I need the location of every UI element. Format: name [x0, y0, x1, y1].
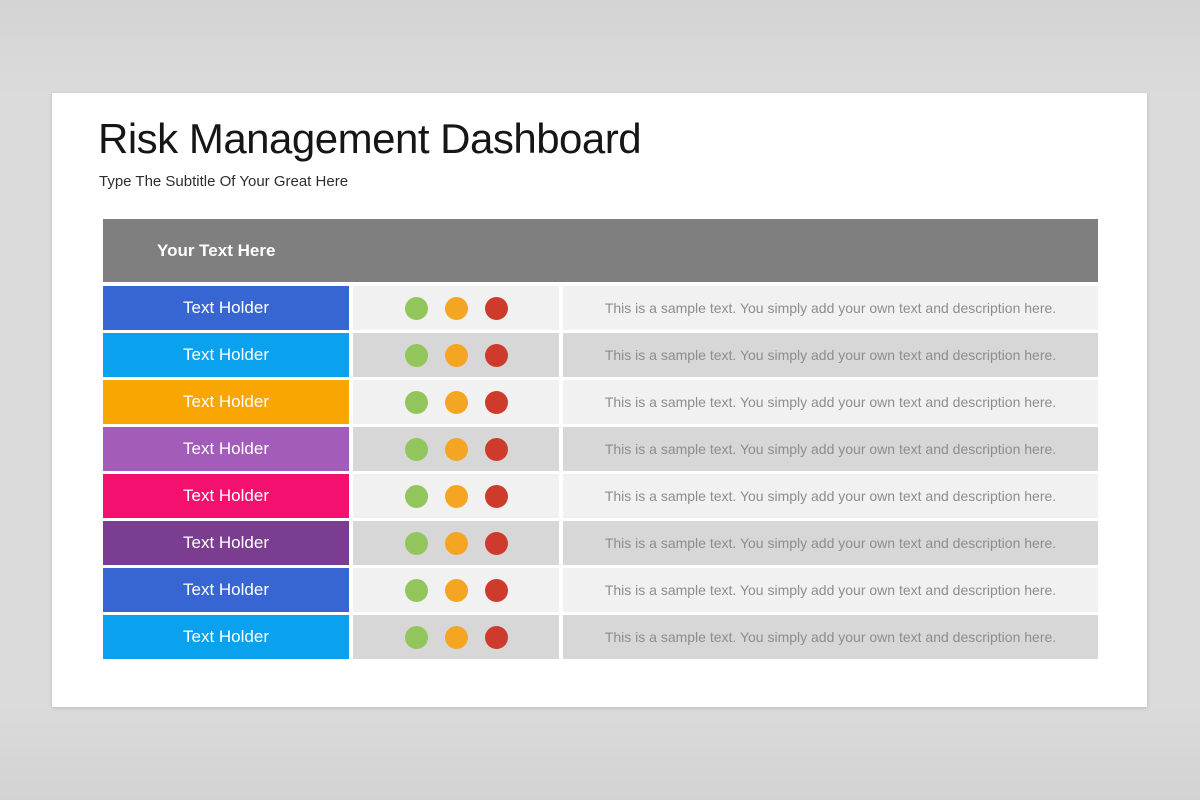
row-description-cell: This is a sample text. You simply add yo… [563, 333, 1098, 377]
status-dot-red [484, 390, 508, 414]
status-dots-cell [353, 380, 559, 424]
status-dot-red [484, 343, 508, 367]
status-dot-amber [444, 625, 468, 649]
status-dot-green [404, 437, 428, 461]
row-description-cell: This is a sample text. You simply add yo… [563, 380, 1098, 424]
status-dot-amber [444, 437, 468, 461]
text-holder-button[interactable]: Text Holder [103, 474, 349, 518]
row-description-cell: This is a sample text. You simply add yo… [563, 615, 1098, 659]
table-rows: Text Holder This is a sample text. You s… [103, 286, 1098, 659]
status-dot-amber [444, 578, 468, 602]
row-description-cell: This is a sample text. You simply add yo… [563, 427, 1098, 471]
row-description-cell: This is a sample text. You simply add yo… [563, 474, 1098, 518]
page-title: Risk Management Dashboard [98, 115, 642, 162]
status-dot-amber [444, 390, 468, 414]
row-description-text: This is a sample text. You simply add yo… [604, 347, 1057, 363]
row-description-text: This is a sample text. You simply add yo… [604, 582, 1057, 598]
status-dots-cell [353, 427, 559, 471]
status-dot-red [484, 437, 508, 461]
table-row: Text Holder This is a sample text. You s… [103, 286, 1098, 330]
status-dot-green [404, 484, 428, 508]
status-dots-cell [353, 568, 559, 612]
text-holder-button-label: Text Holder [183, 486, 269, 505]
table-row: Text Holder This is a sample text. You s… [103, 474, 1098, 518]
text-holder-button-label: Text Holder [183, 533, 269, 552]
text-holder-button[interactable]: Text Holder [103, 333, 349, 377]
text-holder-button[interactable]: Text Holder [103, 568, 349, 612]
text-holder-button-label: Text Holder [183, 627, 269, 646]
text-holder-button[interactable]: Text Holder [103, 286, 349, 330]
text-holder-button-label: Text Holder [183, 298, 269, 317]
status-dots-cell [353, 474, 559, 518]
row-description-text: This is a sample text. You simply add yo… [604, 441, 1057, 457]
table-row: Text Holder This is a sample text. You s… [103, 568, 1098, 612]
status-dot-red [484, 531, 508, 555]
text-holder-button[interactable]: Text Holder [103, 380, 349, 424]
risk-table: Your Text Here Text Holder This is a sam… [103, 219, 1098, 659]
status-dot-red [484, 625, 508, 649]
status-dots-cell [353, 521, 559, 565]
row-description-text: This is a sample text. You simply add yo… [604, 300, 1057, 316]
page-subtitle: Type The Subtitle Of Your Great Here [99, 173, 349, 190]
status-dot-amber [444, 343, 468, 367]
text-holder-button[interactable]: Text Holder [103, 615, 349, 659]
text-holder-button-label: Text Holder [183, 580, 269, 599]
text-holder-button[interactable]: Text Holder [103, 521, 349, 565]
status-dot-amber [444, 484, 468, 508]
status-dot-green [404, 531, 428, 555]
table-row: Text Holder This is a sample text. You s… [103, 521, 1098, 565]
table-row: Text Holder This is a sample text. You s… [103, 615, 1098, 659]
row-description-text: This is a sample text. You simply add yo… [604, 535, 1057, 551]
row-description-cell: This is a sample text. You simply add yo… [563, 568, 1098, 612]
status-dot-amber [444, 296, 468, 320]
slide-card: Risk Management Dashboard Type The Subti… [52, 93, 1147, 707]
status-dot-green [404, 296, 428, 320]
text-holder-button[interactable]: Text Holder [103, 427, 349, 471]
table-row: Text Holder This is a sample text. You s… [103, 380, 1098, 424]
table-header-bar: Your Text Here [103, 219, 1098, 282]
row-description-cell: This is a sample text. You simply add yo… [563, 521, 1098, 565]
status-dot-green [404, 390, 428, 414]
table-row: Text Holder This is a sample text. You s… [103, 427, 1098, 471]
row-description-text: This is a sample text. You simply add yo… [604, 629, 1057, 645]
text-holder-button-label: Text Holder [183, 345, 269, 364]
status-dots-cell [353, 333, 559, 377]
table-header-label: Your Text Here [157, 240, 276, 260]
status-dot-green [404, 625, 428, 649]
status-dot-red [484, 578, 508, 602]
status-dots-cell [353, 286, 559, 330]
text-holder-button-label: Text Holder [183, 392, 269, 411]
table-row: Text Holder This is a sample text. You s… [103, 333, 1098, 377]
status-dot-green [404, 578, 428, 602]
status-dot-green [404, 343, 428, 367]
status-dot-amber [444, 531, 468, 555]
row-description-text: This is a sample text. You simply add yo… [604, 394, 1057, 410]
status-dot-red [484, 484, 508, 508]
text-holder-button-label: Text Holder [183, 439, 269, 458]
row-description-text: This is a sample text. You simply add yo… [604, 488, 1057, 504]
status-dot-red [484, 296, 508, 320]
status-dots-cell [353, 615, 559, 659]
row-description-cell: This is a sample text. You simply add yo… [563, 286, 1098, 330]
